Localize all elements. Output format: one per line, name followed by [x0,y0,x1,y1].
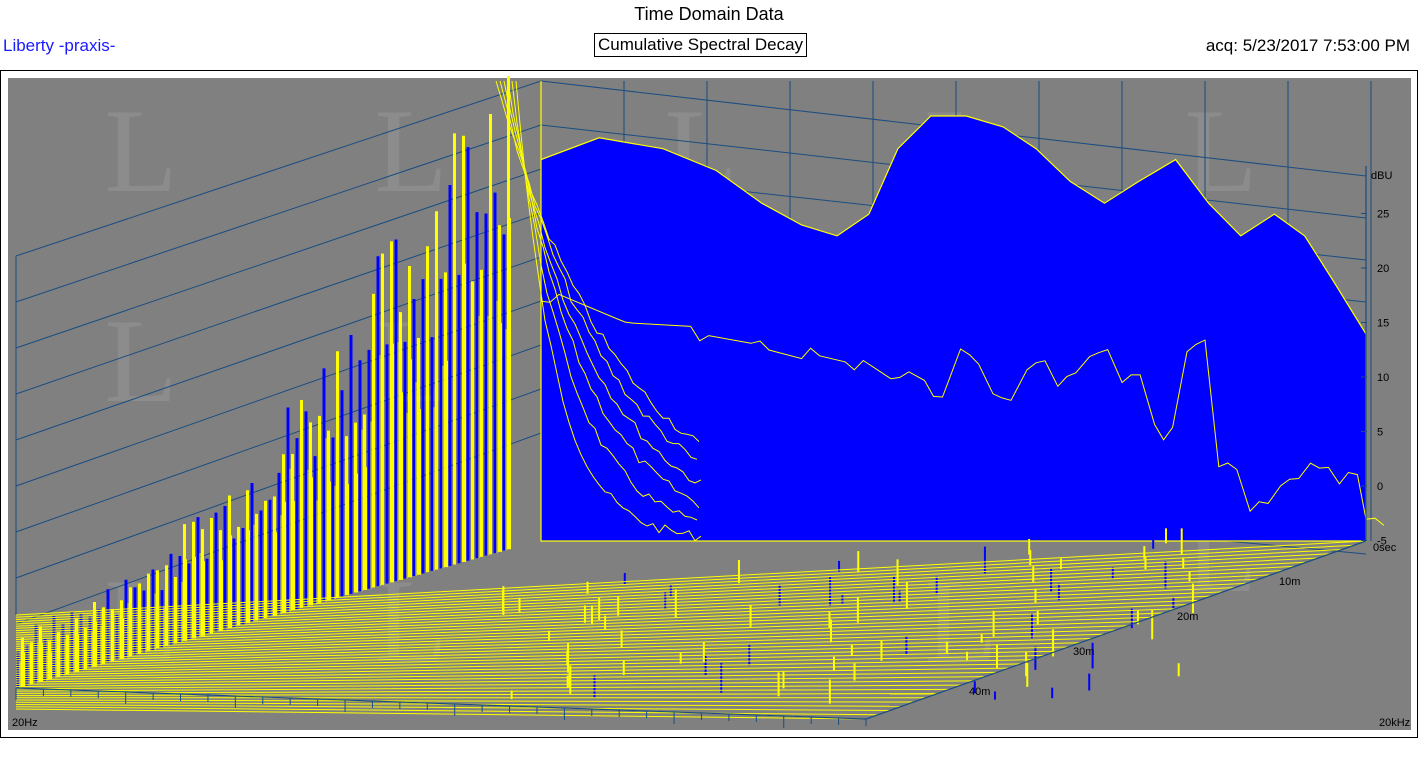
db-tick-label: 0 [1377,481,1383,493]
floor-line [15,663,1021,681]
floor-line [15,708,867,720]
time-tick-label: 20m [1177,611,1198,623]
floor-line [15,659,1033,679]
device-label: Liberty -praxis- [3,36,116,55]
floor-line [15,604,1188,650]
decay-curve [507,80,700,509]
floor-line [15,595,1212,645]
floor-line [15,553,1331,623]
floor-line [15,565,1295,629]
floor-line [15,654,1045,676]
floor-line [15,544,1355,618]
floor-line [15,637,1093,667]
floor-line [15,625,1128,661]
floor-line [15,570,1283,632]
floor-line [15,704,890,712]
db-unit-label: dBU [1371,170,1392,182]
floor-line [15,671,997,685]
floor-line [15,540,1367,616]
floor-line [15,633,1105,665]
floor-line [15,699,914,703]
floor-line [15,688,950,694]
floor-line [15,612,1164,654]
freq-max-label: 20kHz [1379,717,1410,729]
chart-frame: LLLLLLLLLLL dBU 20Hz 20kHz -50510152025 … [0,70,1418,738]
floor-line [15,621,1140,659]
floor-line [15,706,878,716]
db-tick-label: 20 [1377,263,1389,275]
mode-selector[interactable]: Cumulative Spectral Decay [594,33,808,57]
floor-line [15,629,1117,663]
db-tick-label: 5 [1377,427,1383,439]
floor-line [15,591,1224,643]
back-gridline [15,80,542,257]
time-tick-label: 0sec [1373,542,1397,554]
floor-line [15,578,1259,636]
floor-line [15,650,1057,674]
second-slice-trace [540,293,1385,526]
decay-curve [495,80,700,442]
floor-line [15,642,1081,670]
db-tick-label: 25 [1377,209,1389,221]
floor-line [15,684,962,692]
floor-line [15,646,1069,672]
time-tick-label: 10m [1279,576,1300,588]
floor-line [15,680,974,690]
decay-curve [515,80,702,542]
window-title: Time Domain Data [634,4,784,24]
floor-line [15,608,1176,652]
floor-line [15,616,1152,656]
db-tick-label: -5 [1377,536,1387,548]
waterfall-plot: LLLLLLLLLLL dBU 20Hz 20kHz -50510152025 … [8,76,1411,730]
floor-line [15,667,1009,683]
freq-min-label: 20Hz [12,717,38,729]
decay-curve [511,80,698,521]
first-slice-area [540,81,1367,542]
floor-line [15,599,1200,647]
time-axis [865,540,1367,720]
floor-line [15,574,1271,634]
watermark-logo: L [374,84,447,217]
watermark-logo: L [104,84,177,217]
time-tick-label: 30m [1073,646,1094,658]
floor-line [15,582,1247,638]
db-tick-label: 10 [1377,372,1389,384]
acquisition-timestamp: acq: 5/23/2017 7:53:00 PM [1205,36,1410,55]
decay-curve [503,80,702,484]
db-tick-label: 15 [1377,318,1389,330]
floor-line [15,548,1343,620]
floor-line [15,561,1307,627]
floor-line [15,693,938,697]
time-tick-label: 40m [969,686,990,698]
floor-line [15,676,986,688]
freq-axis [15,687,867,720]
floor-line [15,557,1319,625]
floor-line [15,587,1236,641]
